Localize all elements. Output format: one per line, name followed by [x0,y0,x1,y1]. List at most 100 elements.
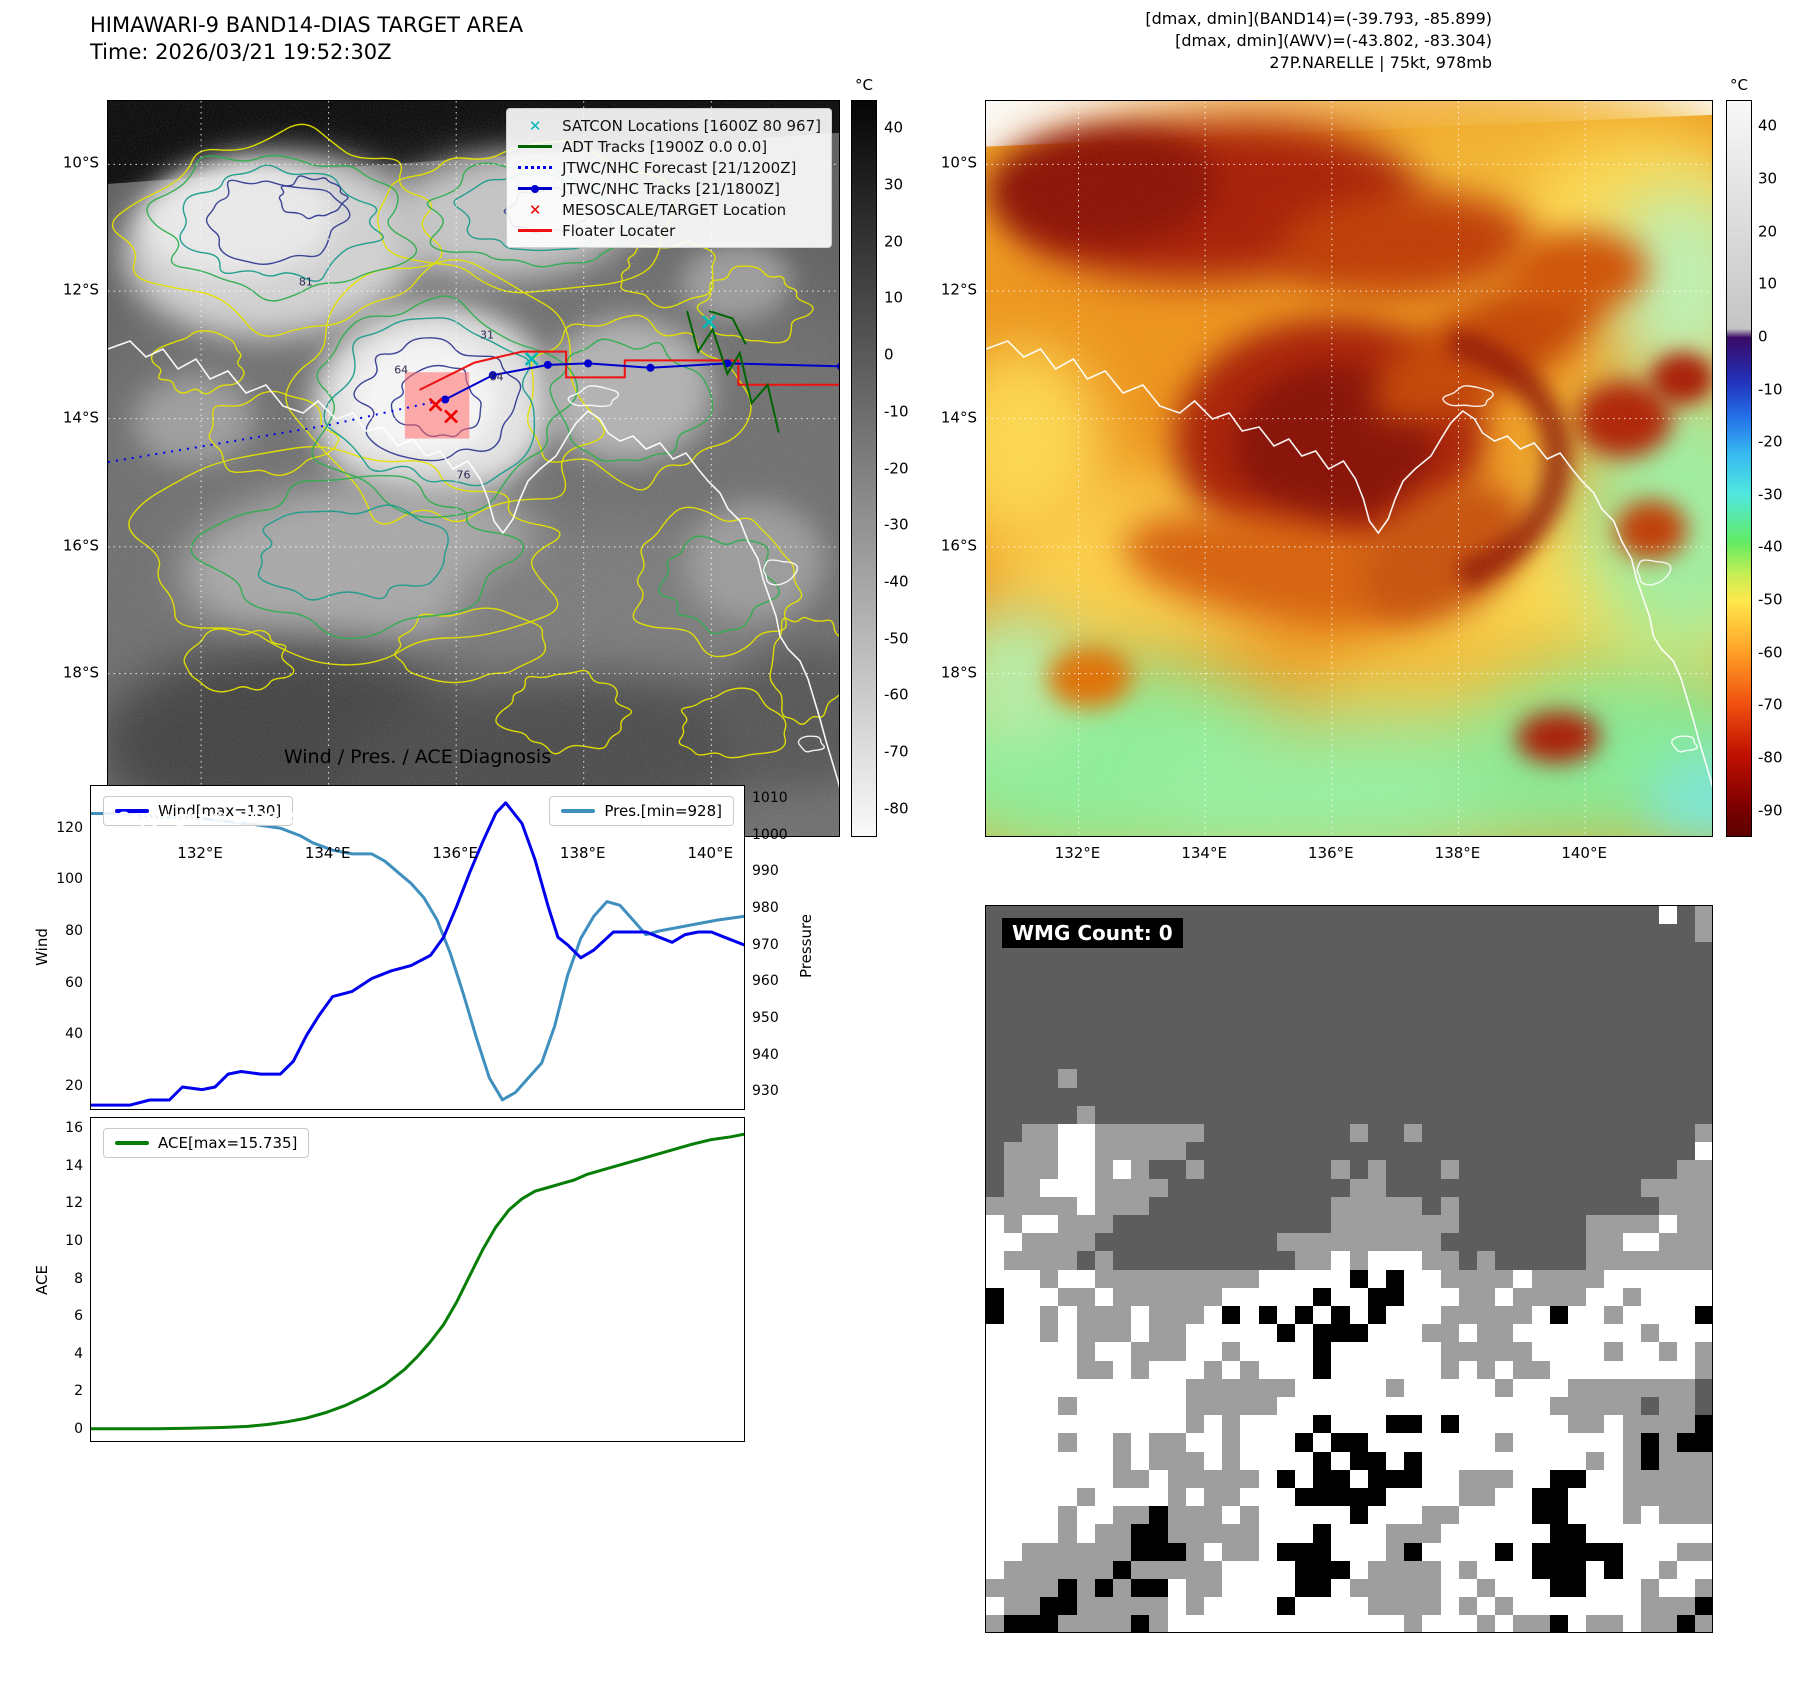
legend-item-label: ADT Tracks [1900Z 0.0 0.0] [562,137,768,156]
track-line-icon [517,184,553,193]
axis-tick: 12°S [62,280,99,299]
legend-item-label: JTWC/NHC Forecast [21/1200Z] [562,158,797,177]
colorbar-tick: 10 [884,288,904,307]
legend-label: ACE[max=15.735] [158,1134,298,1152]
legend-item-label: Floater Locater [562,221,676,240]
ace-axis-label: ACE [33,1265,51,1295]
axis-tick: 960 [752,973,779,990]
axis-tick: 60 [65,974,83,991]
colorbar-tick: -90 [1758,801,1783,820]
axis-tick: 138°E [1434,844,1481,862]
colorbar-tick: 20 [884,232,904,251]
forecast-line-icon [517,166,553,169]
axis-tick: 14°S [62,408,99,427]
band14-colorbar-unit: °C [855,76,873,94]
axis-tick: 40 [65,1026,83,1043]
axis-tick: 1000 [752,826,788,843]
awv-satellite-image [986,101,1712,836]
axis-tick: 140°E [1561,844,1607,862]
axis-tick: 20 [65,1078,83,1095]
wmg-grid [986,906,1712,1632]
wmg-panel: WMG Count: 0 [985,905,1713,1633]
floater-line-icon [517,229,553,232]
copyright-label: Copyright © 2020-2026 Dapiya [117,808,397,827]
axis-tick: 18°S [940,663,977,682]
axis-tick: 134°E [304,844,351,862]
axis-tick: 16 [65,1120,83,1137]
legend-line-icon [561,809,596,813]
band14-map: ✕ SATCON Locations [1600Z 80 967] ADT Trac… [107,100,840,837]
colorbar-tick: 0 [884,345,894,364]
colorbar-tick: -30 [884,515,909,534]
wind-pressure-chart: Wind[max=130] Pres.[min=928] [90,785,745,1110]
adt-line-icon [517,145,553,148]
colorbar-tick: -80 [1758,748,1783,767]
colorbar-tick: 20 [1758,222,1778,241]
colorbar-tick: -70 [884,742,909,761]
colorbar-tick: -60 [884,685,909,704]
wind-legend: Wind[max=130] [103,796,294,826]
axis-tick: 134°E [1181,844,1227,862]
colorbar-tick: -70 [1758,695,1783,714]
target-x-marker-icon: ✕ [528,200,542,219]
colorbar-tick: -20 [884,459,909,477]
legend-label: Wind[max=130] [158,802,282,820]
legend-item-label: MESOSCALE/TARGET Location [562,200,787,219]
ace-chart: ACE[max=15.735] [90,1117,745,1442]
colorbar-tick: -80 [884,799,909,818]
wmg-count-label: WMG Count: 0 [1002,918,1183,948]
legend-item: ✕ SATCON Locations [1600Z 80 967] [517,115,821,136]
axis-tick: 950 [752,1010,779,1027]
colorbar-tick: 30 [884,175,904,194]
axis-tick: 16°S [62,536,99,555]
legend-item: JTWC/NHC Tracks [21/1800Z] [517,178,821,199]
axis-tick: 136°E [1307,844,1354,862]
axis-tick: 16°S [940,536,977,555]
legend-item: JTWC/NHC Forecast [21/1200Z] [517,157,821,178]
axis-tick: 138°E [559,844,606,862]
axis-tick: 10°S [940,153,977,172]
pressure-legend: Pres.[min=928] [549,796,734,826]
axis-tick: 4 [74,1345,83,1362]
colorbar-tick: -40 [1758,537,1783,556]
axis-tick: 930 [752,1083,779,1100]
diagnosis-title: Wind / Pres. / ACE Diagnosis [283,746,552,768]
colorbar-tick: 0 [1758,327,1768,346]
legend-item-label: JTWC/NHC Tracks [21/1800Z] [562,179,780,198]
axis-tick: 120 [56,819,83,836]
axis-tick: 14°S [940,408,977,427]
pressure-axis-label: Pressure [797,913,815,979]
satcon-x-marker-icon: ✕ [528,116,542,135]
colorbar-tick: -60 [1758,643,1783,662]
map-legend: ✕ SATCON Locations [1600Z 80 967] ADT Trac… [506,108,832,248]
legend-item: Floater Locater [517,220,821,241]
legend-line-icon [115,1141,149,1145]
awv-map [985,100,1713,837]
axis-tick: 18°S [62,663,99,682]
awv-colorbar [1726,100,1752,837]
axis-tick: 14 [65,1157,83,1174]
awv-info-block: [dmax, dmin](BAND14)=(-39.793, -85.899) … [900,8,1492,74]
band14-title: HIMAWARI-9 BAND14-DIAS TARGET AREA [90,13,524,37]
contour-label: 64 [394,363,409,377]
colorbar-tick: -30 [1758,485,1783,504]
storm-info: 27P.NARELLE | 75kt, 978mb [1269,53,1492,72]
colorbar-tick: -50 [884,629,909,648]
axis-tick: 1010 [752,789,788,806]
legend-item: ADT Tracks [1900Z 0.0 0.0] [517,136,821,157]
axis-tick: 12 [65,1195,83,1212]
dmax-dmin-band14: [dmax, dmin](BAND14)=(-39.793, -85.899) [1145,9,1492,28]
legend-item-label: SATCON Locations [1600Z 80 967] [562,116,821,135]
axis-tick: 0 [74,1420,83,1437]
colorbar-tick: -10 [884,402,909,421]
axis-tick: 990 [752,863,779,880]
colorbar-tick: -50 [1758,590,1783,609]
axis-tick: 80 [65,922,83,939]
axis-tick: 980 [752,899,779,916]
colorbar-tick: -20 [1758,432,1783,451]
dmax-dmin-awv: [dmax, dmin](AWV)=(-43.802, -83.304) [1175,31,1492,50]
awv-colorbar-unit: °C [1730,76,1748,94]
wind-axis-label: Wind [33,928,51,966]
axis-tick: 100 [56,871,83,888]
